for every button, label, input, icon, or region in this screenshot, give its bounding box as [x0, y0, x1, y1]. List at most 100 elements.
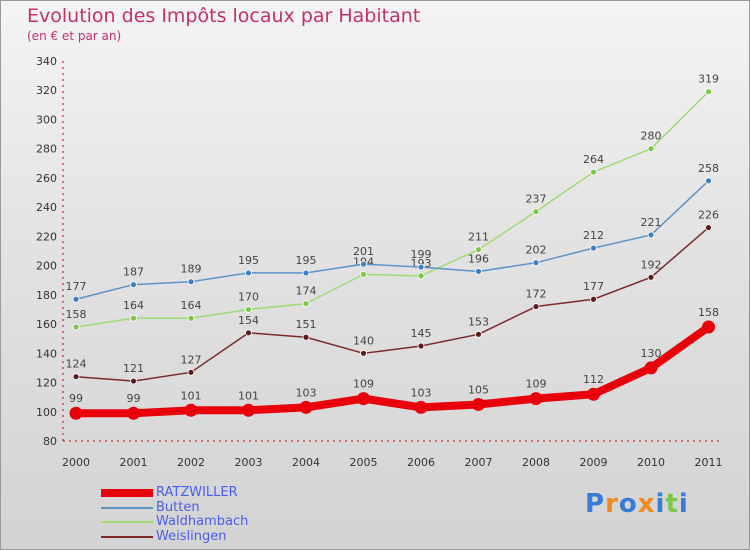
legend-swatch — [101, 521, 153, 524]
data-label: 264 — [583, 153, 604, 166]
data-label: 99 — [127, 392, 141, 405]
y-tick-label: 80 — [43, 435, 57, 448]
data-label: 140 — [353, 334, 374, 347]
data-point — [302, 269, 310, 277]
data-point — [72, 323, 80, 331]
data-point — [242, 403, 255, 417]
logo-letter: t — [665, 489, 679, 519]
data-label: 189 — [181, 263, 202, 276]
data-label: 158 — [698, 306, 719, 319]
data-point — [130, 314, 137, 322]
data-label: 192 — [641, 258, 662, 271]
data-label: 280 — [641, 130, 662, 143]
data-point — [360, 349, 367, 357]
data-point — [245, 329, 252, 337]
x-tick-label: 2006 — [407, 456, 435, 469]
x-tick-label: 2010 — [637, 456, 665, 469]
data-point — [417, 272, 425, 280]
data-point — [705, 224, 712, 232]
y-tick-label: 260 — [36, 172, 57, 185]
data-point — [472, 397, 485, 411]
x-tick-label: 2005 — [350, 456, 378, 469]
data-label: 187 — [123, 266, 144, 279]
legend-item: Waldhambach — [101, 515, 248, 530]
data-point — [245, 306, 252, 313]
data-point — [130, 281, 137, 289]
data-label: 195 — [238, 254, 259, 267]
data-label: 101 — [238, 389, 259, 402]
data-label: 151 — [296, 318, 317, 331]
data-point — [647, 145, 655, 153]
data-point — [590, 168, 597, 176]
data-point — [532, 303, 540, 310]
data-label: 103 — [296, 386, 317, 399]
data-point — [532, 259, 540, 267]
logo-letter: r — [605, 489, 619, 519]
data-label: 112 — [583, 373, 604, 386]
data-label: 127 — [181, 353, 202, 366]
logo-letter: o — [618, 489, 638, 519]
y-tick-label: 220 — [36, 230, 57, 243]
data-point — [414, 400, 428, 414]
data-point — [647, 231, 655, 239]
logo-letter: i — [655, 489, 666, 519]
data-label: 130 — [641, 347, 662, 360]
data-label: 221 — [641, 216, 662, 229]
legend-item: RATZWILLER — [101, 486, 248, 501]
data-label: 158 — [66, 308, 87, 321]
y-tick-label: 240 — [36, 201, 57, 214]
data-point — [302, 333, 310, 341]
legend-swatch — [101, 506, 153, 509]
legend-item: Butten — [101, 499, 248, 516]
data-label: 212 — [583, 229, 604, 242]
data-point — [587, 387, 600, 401]
y-tick-label: 100 — [36, 406, 57, 419]
data-point — [590, 295, 597, 303]
logo-letter: P — [585, 489, 606, 519]
x-tick-label: 2007 — [465, 456, 493, 469]
x-tick-label: 2008 — [522, 456, 550, 469]
data-label: 145 — [411, 327, 432, 340]
x-tick-label: 2004 — [292, 456, 320, 469]
data-label: 109 — [526, 378, 547, 391]
data-point — [187, 278, 195, 286]
data-label: 174 — [296, 285, 317, 298]
x-tick-label: 2011 — [695, 456, 723, 469]
legend-label: Butten — [156, 499, 200, 515]
data-point — [69, 406, 83, 420]
data-label: 237 — [526, 193, 547, 206]
data-label: 154 — [238, 314, 259, 327]
data-point — [360, 270, 367, 278]
data-point — [299, 400, 313, 414]
legend-item: Weislingen — [101, 529, 248, 545]
y-tick-label: 300 — [36, 113, 57, 126]
chart-subtitle: (en € et par an) — [27, 29, 122, 43]
y-tick-label: 180 — [36, 289, 57, 302]
x-tick-label: 2009 — [580, 456, 608, 469]
data-point — [417, 263, 425, 271]
y-tick-label: 340 — [36, 55, 57, 68]
data-label: 196 — [468, 252, 489, 265]
legend-label: Waldhambach — [156, 514, 249, 530]
series-line — [76, 323, 711, 418]
data-label: 99 — [69, 392, 83, 405]
data-label: 199 — [411, 248, 432, 261]
data-point — [475, 330, 482, 338]
series-line — [75, 91, 710, 328]
data-point — [529, 392, 543, 406]
data-point — [187, 314, 195, 322]
data-point — [644, 361, 658, 375]
data-label: 103 — [411, 386, 432, 399]
data-label: 177 — [66, 280, 87, 293]
legend-swatch — [101, 535, 153, 538]
data-point — [187, 368, 195, 376]
legend-swatch — [101, 489, 153, 498]
series-line — [75, 180, 710, 300]
x-tick-label: 2003 — [235, 456, 263, 469]
data-point — [130, 377, 137, 385]
x-tick-label: 2001 — [120, 456, 148, 469]
data-label: 124 — [66, 358, 87, 371]
data-label: 172 — [526, 288, 547, 301]
